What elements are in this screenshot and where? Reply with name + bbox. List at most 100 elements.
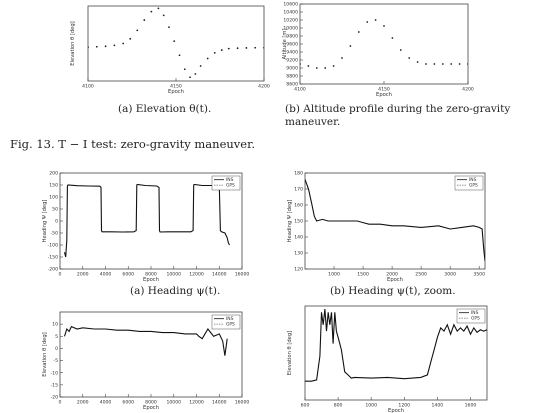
- x-tick-label: 4200: [462, 87, 474, 93]
- series-group: [63, 325, 228, 356]
- x-tick-label: 1400: [432, 403, 444, 409]
- plot-frame: [87, 5, 265, 82]
- chart-elevation-bottom: 0 2000 4000 6000 8000 10000 12000 14000 16000 -20…: [42, 311, 249, 411]
- x-axis-label: Epoch: [388, 408, 404, 413]
- x-tick-label: 16000: [235, 400, 250, 406]
- data-point: [341, 57, 343, 59]
- chart-elevation-zoom: 600 800 1000 1200 1400 1600 Epoch Elevation θ […: [287, 305, 488, 413]
- caption-b-heading-zoom: (b) Heading ψ(t), zoom.: [330, 285, 456, 297]
- x-tick-label: 0: [59, 400, 62, 406]
- x-tick-label: 1200: [398, 403, 410, 409]
- x-axis-label: Epoch: [387, 277, 403, 283]
- y-tick-label: -10: [50, 370, 58, 376]
- y-tick-label: 10400: [283, 10, 298, 16]
- caption-b-altitude: (b) Altitude profile during the zero-gra…: [285, 103, 511, 128]
- y-tick-label: 9000: [286, 66, 298, 72]
- x-tick-label: 1000: [365, 403, 377, 409]
- x-tick-label: 6000: [122, 400, 134, 406]
- chart-altitude-top: 4100 4150 4200 8600 8800 9000 9200 9400 9600 9800…: [282, 2, 474, 98]
- data-point: [332, 65, 335, 67]
- legend-label: INS: [469, 177, 477, 183]
- x-tick-label: 4150: [170, 84, 182, 90]
- chart-svg: 600 800 1000 1200 1400 1600 Epoch Elevation θ […: [287, 305, 488, 413]
- x-axis-label: Epoch: [376, 92, 392, 98]
- x-tick-label: 1500: [357, 272, 369, 278]
- x-tick-label: 2000: [77, 400, 89, 406]
- data-point: [178, 54, 181, 57]
- x-tick-label: 10000: [166, 272, 181, 278]
- data-point: [122, 42, 125, 45]
- x-tick-label: 600: [301, 403, 310, 409]
- data-point: [254, 46, 257, 49]
- x-tick-label: 12000: [189, 272, 204, 278]
- x-tick-label: 16000: [235, 272, 250, 278]
- y-tick-label: 9800: [286, 34, 298, 40]
- data-point: [467, 63, 468, 65]
- data-point: [227, 47, 230, 50]
- data-point: [357, 31, 360, 33]
- data-point: [408, 57, 411, 59]
- x-axis-label: Epoch: [143, 405, 159, 411]
- y-tick-label: 200: [49, 171, 58, 177]
- data-point: [425, 63, 427, 65]
- plot-frame: [299, 3, 469, 85]
- data-point: [349, 45, 352, 47]
- data-point: [220, 49, 223, 51]
- x-tick-label: 4000: [100, 272, 112, 278]
- y-tick-label: 0: [55, 346, 58, 352]
- x-tick-label: 4100: [294, 87, 306, 93]
- chart-svg: 0 2000 4000 6000 8000 10000 12000 14000 16000 -20…: [42, 311, 249, 411]
- series-group: [305, 179, 485, 262]
- y-axis-label: Altitude [m]: [282, 28, 288, 59]
- legend-label: GPS: [226, 183, 235, 189]
- x-tick-label: 1000: [328, 272, 340, 278]
- x-tick-label: 0: [59, 272, 62, 278]
- data-point: [307, 65, 310, 67]
- caption-a-elevation: (a) Elevation θ(t).: [118, 103, 212, 115]
- y-tick-label: 9400: [286, 50, 298, 56]
- data-point: [433, 63, 436, 65]
- x-tick-label: 1600: [465, 403, 477, 409]
- data-point: [189, 76, 191, 79]
- data-point: [206, 57, 209, 60]
- data-point: [236, 47, 239, 50]
- data-point: [136, 29, 139, 32]
- y-tick-label: 9200: [286, 58, 298, 64]
- x-tick-label: 3000: [444, 272, 456, 278]
- series-group: [88, 7, 264, 79]
- y-tick-label: 130: [294, 251, 303, 257]
- data-line: [305, 309, 487, 382]
- chart-svg: 4100 4150 4200 Epoch Elevation θ [deg]: [70, 5, 270, 95]
- data-point: [113, 44, 116, 47]
- x-tick-label: 8000: [145, 272, 157, 278]
- y-tick-label: 8800: [286, 74, 298, 80]
- y-tick-label: -5: [53, 358, 58, 364]
- x-tick-label: 4000: [100, 400, 112, 406]
- y-tick-label: 10: [52, 322, 58, 328]
- data-point: [162, 14, 165, 17]
- y-tick-label: 150: [294, 219, 303, 225]
- data-point: [194, 73, 197, 75]
- x-tick-label: 4150: [378, 87, 390, 93]
- data-point: [143, 19, 146, 21]
- series-group: [300, 19, 468, 69]
- y-tick-label: 0: [55, 219, 58, 225]
- chart-heading: 0 2000 4000 6000 8000 10000 12000 14000 16000 -20…: [42, 171, 249, 283]
- x-tick-label: 8000: [145, 400, 157, 406]
- data-point: [450, 63, 453, 65]
- y-axis-label: Elevation θ [deg]: [287, 331, 293, 375]
- data-point: [416, 61, 419, 63]
- legend-label: GPS: [471, 316, 480, 322]
- x-axis-label: Epoch: [143, 277, 159, 283]
- data-point: [399, 49, 402, 51]
- x-tick-label: 2000: [77, 272, 89, 278]
- x-tick-label: 14000: [212, 272, 227, 278]
- legend-label: GPS: [226, 322, 235, 328]
- y-tick-label: -150: [48, 255, 59, 261]
- x-tick-label: 6000: [122, 272, 134, 278]
- y-tick-label: -15: [50, 382, 58, 388]
- y-tick-label: -100: [48, 243, 59, 249]
- y-tick-label: 170: [294, 187, 303, 193]
- data-point: [129, 37, 132, 40]
- data-point: [150, 10, 153, 13]
